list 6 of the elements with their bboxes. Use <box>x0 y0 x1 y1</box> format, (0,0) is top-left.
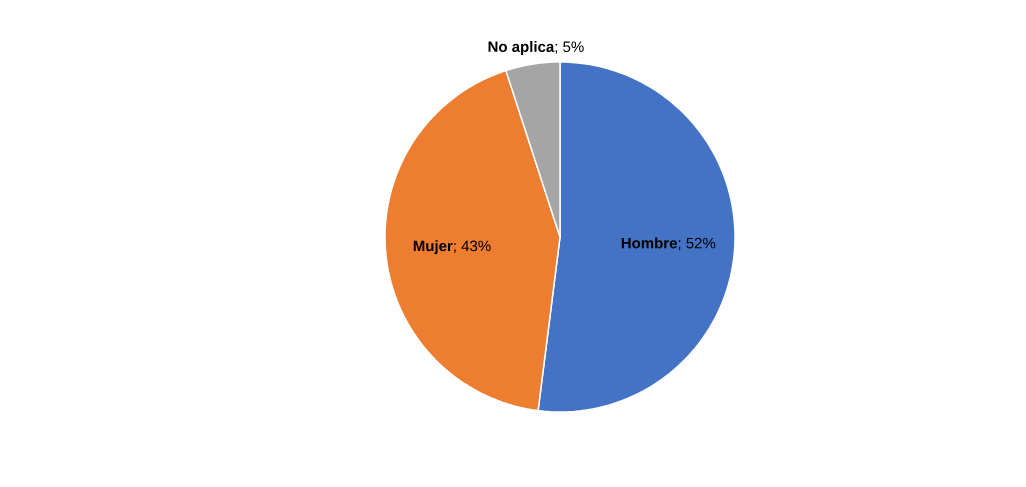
slice-label: Mujer <box>413 240 453 255</box>
slice-label: Hombre <box>621 237 677 249</box>
slice-label: No aplica <box>488 41 555 55</box>
data-label: ; 5% <box>555 41 584 54</box>
data-label: ; 52% <box>678 237 716 251</box>
data-label: ; 43% <box>454 240 491 253</box>
